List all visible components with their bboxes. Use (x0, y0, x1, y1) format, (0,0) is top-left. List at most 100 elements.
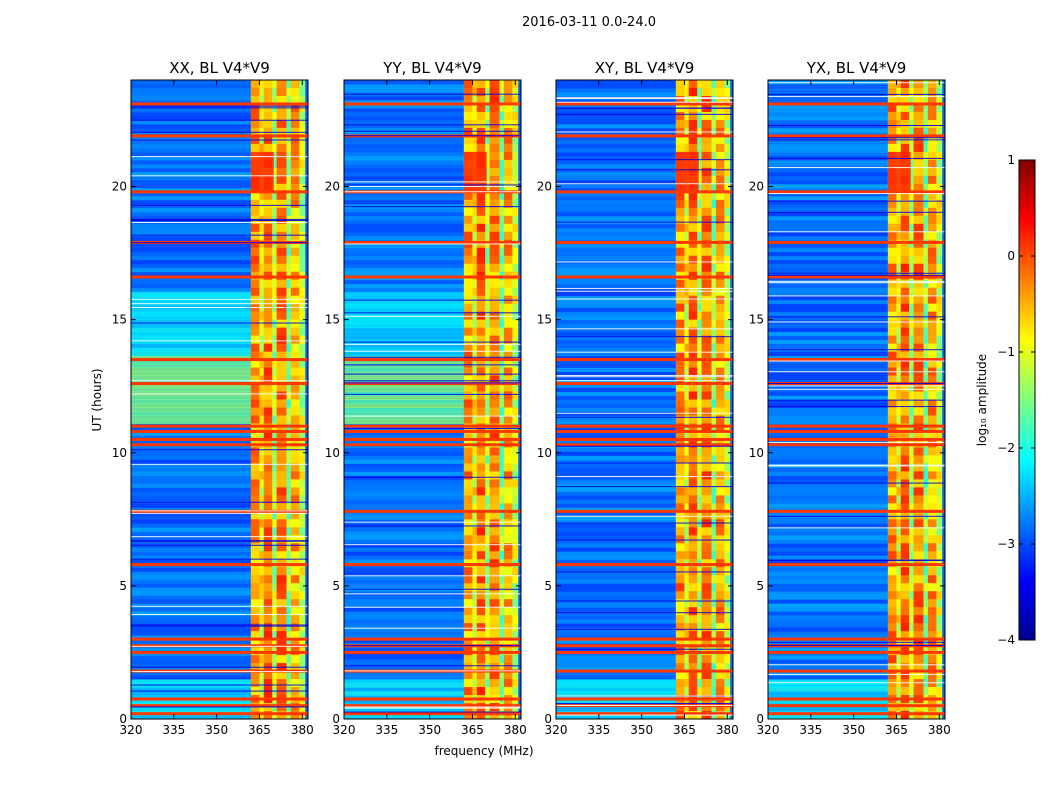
rfi-line (556, 563, 733, 567)
rfi-line (768, 650, 945, 654)
rfi-line (556, 650, 733, 654)
y-tick-label: 5 (544, 579, 552, 593)
rfi-line (556, 712, 733, 716)
rfi-line (344, 697, 521, 701)
x-tick-label: 365 (673, 723, 696, 737)
heatmap-strong-band (887, 80, 943, 720)
x-tick-label: 380 (928, 723, 951, 737)
y-tick-label: 20 (325, 180, 340, 194)
heatmap-strong-band (463, 80, 519, 720)
rfi-line (556, 102, 733, 106)
rfi-line (768, 275, 945, 279)
rfi-line (344, 509, 521, 513)
y-tick-label: 0 (544, 712, 552, 726)
x-tick-label: 365 (248, 723, 271, 737)
panel-title: YY, BL V4*V9 (382, 59, 481, 77)
y-tick-label: 15 (749, 313, 764, 327)
rfi-line (768, 697, 945, 701)
x-tick-label: 320 (120, 723, 143, 737)
rfi-line (768, 240, 945, 244)
panel-frame (130, 79, 309, 720)
rfi-line (344, 424, 521, 428)
rfi-line (556, 509, 733, 513)
x-tick-label: 335 (799, 723, 822, 737)
rfi-line (768, 437, 945, 441)
panel-xx: XX, BL V4*V9 320 335 350 365 380 0 5 10 15 20 (112, 59, 314, 737)
rfi-line (131, 697, 308, 701)
x-tick-label: 350 (418, 723, 441, 737)
rfi-line (344, 358, 521, 362)
rfi-lines (556, 97, 733, 716)
rfi-line (344, 650, 521, 654)
rfi-line (131, 275, 308, 279)
rfi-line (556, 240, 733, 244)
x-tick-label: 350 (842, 723, 865, 737)
rfi-line (768, 424, 945, 428)
rfi-line (131, 190, 308, 194)
y-tick-label: 20 (537, 180, 552, 194)
rfi-line (556, 697, 733, 701)
y-tick-label: 0 (332, 712, 340, 726)
colorbar-tick-label: −1 (997, 345, 1015, 359)
x-tick-label: 365 (885, 723, 908, 737)
y-tick-label: 0 (119, 712, 127, 726)
rfi-line (768, 712, 945, 716)
x-axis-label: frequency (MHz) (434, 744, 533, 758)
x-tick-label: 380 (716, 723, 739, 737)
rfi-line (556, 382, 733, 386)
x-tick-label: 350 (205, 723, 228, 737)
y-tick-label: 5 (332, 579, 340, 593)
colorbar-tick-label: −2 (997, 441, 1015, 455)
x-tick-label: 335 (587, 723, 610, 737)
rfi-line (344, 712, 521, 716)
rfi-line (131, 358, 308, 362)
y-tick-label: 10 (112, 446, 127, 460)
rfi-line (556, 669, 733, 673)
rfi-line (131, 102, 308, 106)
figure-title: 2016-03-11 0.0-24.0 (522, 15, 656, 30)
rfi-line (556, 134, 733, 138)
rfi-line (131, 382, 308, 386)
colorbar-tick-label: −3 (997, 537, 1015, 551)
colorbar: 1 0 −1 −2 −3 −4 log₁₀ amplitude (975, 153, 1036, 647)
panel-title: XY, BL V4*V9 (595, 59, 695, 77)
rfi-line (768, 563, 945, 567)
rfi-line (131, 644, 308, 648)
panel-frame (767, 79, 946, 720)
colorbar-tick-label: 0 (1007, 249, 1015, 263)
rfi-line (556, 358, 733, 362)
y-tick-label: 15 (112, 313, 127, 327)
y-tick-label: 15 (325, 313, 340, 327)
y-tick-label: 20 (112, 180, 127, 194)
rfi-line (344, 102, 521, 106)
rfi-line (556, 644, 733, 648)
rfi-lines (131, 102, 308, 716)
colorbar-label: log₁₀ amplitude (975, 354, 989, 446)
rfi-line (556, 424, 733, 428)
rfi-line (768, 669, 945, 673)
x-tick-label: 320 (545, 723, 568, 737)
rfi-line (131, 563, 308, 567)
rfi-lines (344, 93, 521, 716)
rfi-line (344, 704, 521, 708)
rfi-line (344, 443, 521, 447)
colorbar-tick-label: −4 (997, 633, 1015, 647)
rfi-line (768, 509, 945, 513)
panel-yy: YY, BL V4*V9 320 335 350 365 380 0 5 10 15 20 (325, 59, 527, 737)
x-tick-label: 365 (461, 723, 484, 737)
rfi-line (131, 424, 308, 428)
rfi-line (131, 704, 308, 708)
colorbar-tick-label: 1 (1007, 153, 1015, 167)
panel-yx: YX, BL V4*V9 320 335 350 365 380 0 5 10 15 20 (749, 59, 951, 737)
colorbar-gradient (1018, 159, 1036, 641)
x-tick-label: 320 (333, 723, 356, 737)
heatmap-rows (344, 80, 464, 720)
rfi-line (556, 443, 733, 447)
rfi-line (344, 637, 521, 641)
rfi-lines (768, 82, 945, 716)
rfi-line (768, 358, 945, 362)
y-axis-label: UT (hours) (90, 368, 104, 431)
rfi-line (768, 637, 945, 641)
rfi-line (556, 437, 733, 441)
